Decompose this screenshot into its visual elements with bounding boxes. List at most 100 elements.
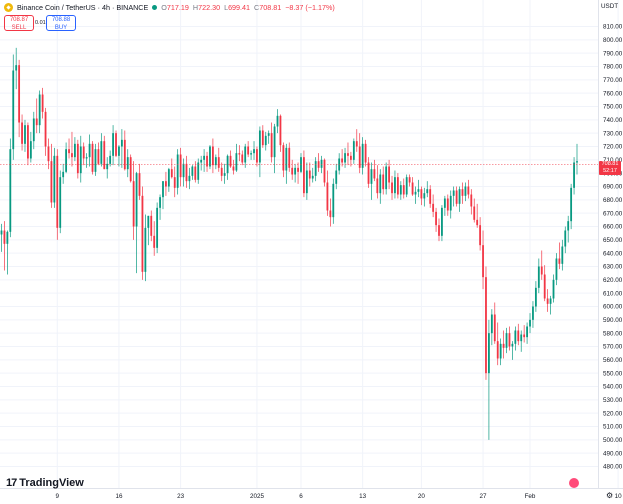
candle[interactable] xyxy=(358,133,361,174)
candle[interactable] xyxy=(490,309,493,346)
candle[interactable] xyxy=(303,150,305,198)
candle[interactable] xyxy=(350,151,352,167)
candle[interactable] xyxy=(529,313,531,334)
candle[interactable] xyxy=(258,126,261,178)
candle[interactable] xyxy=(482,230,484,290)
candle[interactable] xyxy=(555,253,558,286)
candle[interactable] xyxy=(56,149,59,240)
candle[interactable] xyxy=(370,162,373,200)
candle[interactable] xyxy=(352,138,355,164)
candle[interactable] xyxy=(27,122,29,166)
candle[interactable] xyxy=(176,149,179,195)
candle[interactable] xyxy=(305,162,308,200)
candles-layer[interactable] xyxy=(0,47,578,440)
candle[interactable] xyxy=(167,167,170,192)
candle[interactable] xyxy=(35,98,38,134)
candle[interactable] xyxy=(165,171,167,196)
candle[interactable] xyxy=(138,163,141,200)
candle[interactable] xyxy=(373,159,376,182)
candle[interactable] xyxy=(76,139,79,179)
candle[interactable] xyxy=(226,154,229,180)
candle[interactable] xyxy=(150,210,153,242)
candle[interactable] xyxy=(361,137,364,175)
candle[interactable] xyxy=(15,47,18,90)
candle[interactable] xyxy=(244,143,247,168)
candle[interactable] xyxy=(508,326,511,351)
candle[interactable] xyxy=(514,326,517,351)
gear-icon[interactable]: ⚙ xyxy=(606,491,614,500)
candle[interactable] xyxy=(44,107,47,156)
candle[interactable] xyxy=(511,341,514,360)
candle[interactable] xyxy=(129,154,132,183)
candle[interactable] xyxy=(62,163,65,184)
candle[interactable] xyxy=(106,157,109,179)
candle[interactable] xyxy=(314,157,317,182)
candle[interactable] xyxy=(68,138,70,159)
candle[interactable] xyxy=(50,143,53,208)
candle[interactable] xyxy=(147,215,150,246)
candle[interactable] xyxy=(470,189,473,215)
candle[interactable] xyxy=(53,147,56,208)
candle[interactable] xyxy=(235,143,238,172)
candle[interactable] xyxy=(118,145,120,167)
candle[interactable] xyxy=(256,146,258,167)
candle[interactable] xyxy=(432,194,435,218)
candle[interactable] xyxy=(79,135,82,183)
candle[interactable] xyxy=(426,181,429,198)
candle[interactable] xyxy=(534,281,537,312)
candle[interactable] xyxy=(526,322,528,344)
candle[interactable] xyxy=(347,142,349,166)
candle[interactable] xyxy=(326,170,329,216)
candle[interactable] xyxy=(41,87,44,119)
candle[interactable] xyxy=(206,151,208,172)
candle[interactable] xyxy=(420,186,423,206)
candle[interactable] xyxy=(308,162,311,187)
candle[interactable] xyxy=(405,174,408,198)
candle[interactable] xyxy=(576,143,578,175)
candle[interactable] xyxy=(517,323,520,346)
candle[interactable] xyxy=(156,202,159,254)
candle[interactable] xyxy=(549,295,552,315)
candle[interactable] xyxy=(220,162,223,182)
candle[interactable] xyxy=(338,153,341,175)
candle[interactable] xyxy=(153,221,156,256)
candle[interactable] xyxy=(3,221,6,271)
candle[interactable] xyxy=(452,186,455,207)
candle[interactable] xyxy=(552,274,555,303)
candle[interactable] xyxy=(291,159,294,180)
candle[interactable] xyxy=(449,190,452,219)
candle[interactable] xyxy=(120,129,123,168)
candle[interactable] xyxy=(97,142,100,166)
candle[interactable] xyxy=(179,147,182,187)
candle[interactable] xyxy=(253,141,255,160)
candle[interactable] xyxy=(567,215,570,243)
candle[interactable] xyxy=(458,186,461,212)
candle[interactable] xyxy=(270,122,273,163)
candle[interactable] xyxy=(85,153,88,168)
candle[interactable] xyxy=(6,230,9,275)
candle[interactable] xyxy=(329,198,332,227)
candle[interactable] xyxy=(135,171,138,274)
candle[interactable] xyxy=(297,162,299,184)
candle[interactable] xyxy=(467,179,470,199)
candle[interactable] xyxy=(493,302,496,344)
candle[interactable] xyxy=(543,265,546,302)
candle[interactable] xyxy=(32,111,35,150)
candle[interactable] xyxy=(414,186,417,204)
candle[interactable] xyxy=(323,158,326,187)
currency-label[interactable]: USDT xyxy=(601,3,619,10)
candle[interactable] xyxy=(162,181,164,210)
candle[interactable] xyxy=(71,131,73,167)
candle[interactable] xyxy=(144,214,147,282)
candle[interactable] xyxy=(267,130,270,144)
buy-button[interactable]: 708.88 BUY xyxy=(46,15,76,31)
candle[interactable] xyxy=(217,147,220,172)
candle[interactable] xyxy=(561,239,564,271)
candle[interactable] xyxy=(103,135,106,170)
candle[interactable] xyxy=(211,138,214,174)
candle[interactable] xyxy=(197,158,200,184)
candle[interactable] xyxy=(441,205,443,242)
candle[interactable] xyxy=(399,181,402,200)
candle[interactable] xyxy=(285,143,288,184)
candle[interactable] xyxy=(182,158,185,187)
